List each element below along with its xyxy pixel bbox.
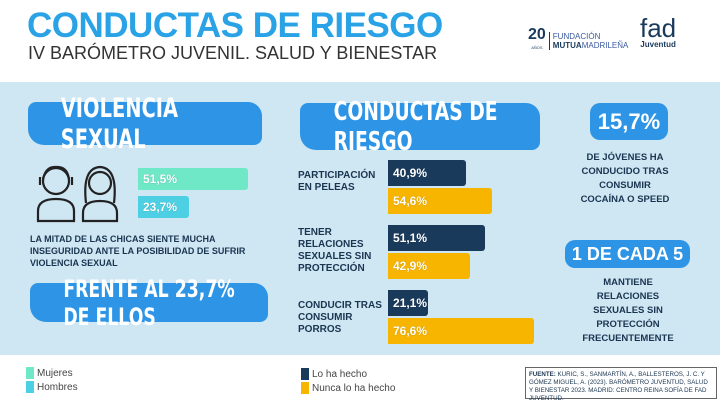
violencia-title-banner: VIOLENCIA SEXUAL — [28, 93, 262, 155]
bar-lo-ha-hecho: 40,9% — [388, 160, 466, 186]
conductas-title-banner: CONDUCTAS DE RIESGO — [300, 97, 540, 157]
legend-lo-ha-hecho: Lo ha hecho — [301, 368, 367, 380]
category-label: TENER RELACIONES SEXUALES SIN PROTECCIÓN — [298, 227, 372, 274]
violencia-highlight-banner: FRENTE AL 23,7% DE ELLOS — [30, 275, 268, 331]
bar-nunca-lo-ha-hecho: 54,6% — [388, 188, 492, 214]
male-female-avatar-icons — [36, 165, 119, 223]
violencia-description: LA MITAD DE LAS CHICAS SIENTE MUCHA INSE… — [30, 234, 246, 268]
page-title: CONDUCTAS DE RIESGO — [27, 6, 443, 45]
page-subtitle: IV BARÓMETRO JUVENIL. SALUD Y BIENESTAR — [28, 43, 438, 63]
fundacion-mutua-logo: 20 AÑOS FUNDACIÓN MUTUAMADRILEÑA — [528, 26, 629, 50]
bar-lo-ha-hecho: 51,1% — [388, 225, 486, 251]
legend-hombres: Hombres — [26, 381, 78, 393]
bar-lo-ha-hecho: 21,1% — [388, 290, 429, 316]
legend-nunca-lo-ha-hecho: Nunca lo ha hecho — [301, 382, 395, 394]
stat-text-relaciones: MANTIENE RELACIONES SEXUALES SIN PROTECC… — [582, 277, 674, 344]
category-label: PARTICIPACIÓN EN PELEAS — [298, 170, 376, 193]
source-citation: FUENTE: KURIC, S., SANMARTÍN, A., BALLES… — [525, 367, 717, 402]
stat-text-cocaina: DE JÓVENES HA CONDUCIDO TRAS CONSUMIR CO… — [580, 152, 670, 205]
bar-nunca-lo-ha-hecho: 42,9% — [388, 253, 470, 279]
stat-pill-cocaina: 15,7% — [590, 103, 668, 140]
legend-mujeres: Mujeres — [26, 367, 73, 379]
fad-logo: fad Juventud — [640, 13, 677, 49]
bar-nunca-lo-ha-hecho: 76,6% — [388, 318, 534, 344]
bar-mujeres: 51,5% — [138, 168, 249, 190]
bar-hombres: 23,7% — [138, 196, 189, 218]
female-avatar-icon — [81, 165, 119, 223]
category-label: CONDUCIR TRAS CONSUMIR PORROS — [298, 300, 382, 335]
male-avatar-icon — [36, 165, 76, 223]
stat-pill-relaciones: 1 DE CADA 5 — [565, 240, 690, 268]
